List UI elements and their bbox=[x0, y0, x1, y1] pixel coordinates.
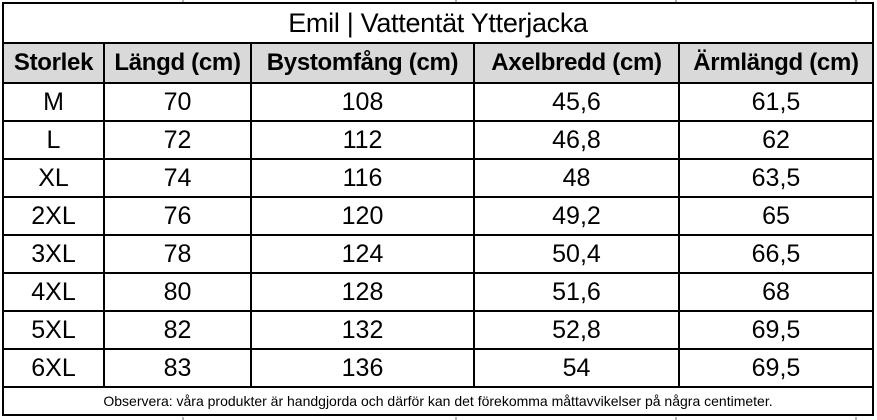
size-cell: L bbox=[2, 120, 105, 160]
measurement-cell: 54 bbox=[473, 348, 680, 388]
table-row: M 70 108 45,6 61,5 bbox=[2, 82, 874, 122]
measurement-cell: 112 bbox=[250, 120, 475, 160]
measurement-cell: 45,6 bbox=[473, 82, 680, 122]
column-header-langd: Längd (cm) bbox=[103, 42, 252, 84]
measurement-cell: 65 bbox=[678, 196, 874, 236]
measurement-cell: 70 bbox=[103, 82, 252, 122]
measurement-cell: 69,5 bbox=[678, 310, 874, 350]
column-header-armlangd: Ärmlängd (cm) bbox=[678, 42, 874, 84]
size-cell: 6XL bbox=[2, 348, 105, 388]
crop-artifact-tick bbox=[675, 417, 677, 420]
column-header-axelbredd: Axelbredd (cm) bbox=[473, 42, 680, 84]
table-title: Emil | Vattentät Ytterjacka bbox=[2, 2, 874, 44]
crop-artifact-tick bbox=[182, 417, 184, 420]
measurement-cell: 68 bbox=[678, 272, 874, 312]
size-cell: XL bbox=[2, 158, 105, 198]
column-header-bystomfang: Bystomfång (cm) bbox=[250, 42, 475, 84]
measurement-cell: 48 bbox=[473, 158, 680, 198]
measurement-cell: 72 bbox=[103, 120, 252, 160]
crop-artifact-tick bbox=[855, 0, 857, 2]
measurement-cell: 120 bbox=[250, 196, 475, 236]
measurement-cell: 124 bbox=[250, 234, 475, 274]
measurement-cell: 69,5 bbox=[678, 348, 874, 388]
measurement-cell: 66,5 bbox=[678, 234, 874, 274]
table-row: XL 74 116 48 63,5 bbox=[2, 158, 874, 198]
measurement-cell: 46,8 bbox=[473, 120, 680, 160]
measurement-cell: 51,6 bbox=[473, 272, 680, 312]
size-cell: 4XL bbox=[2, 272, 105, 312]
size-cell: M bbox=[2, 82, 105, 122]
measurement-cell: 52,8 bbox=[473, 310, 680, 350]
measurement-cell: 116 bbox=[250, 158, 475, 198]
measurement-cell: 62 bbox=[678, 120, 874, 160]
measurement-cell: 132 bbox=[250, 310, 475, 350]
measurement-cell: 83 bbox=[103, 348, 252, 388]
measurement-cell: 82 bbox=[103, 310, 252, 350]
measurement-cell: 74 bbox=[103, 158, 252, 198]
measurement-cell: 76 bbox=[103, 196, 252, 236]
table-row: 3XL 78 124 50,4 66,5 bbox=[2, 234, 874, 274]
column-header-storlek: Storlek bbox=[2, 42, 105, 84]
measurement-cell: 78 bbox=[103, 234, 252, 274]
crop-artifact-tick bbox=[455, 417, 457, 420]
table-row: 4XL 80 128 51,6 68 bbox=[2, 272, 874, 312]
measurement-cell: 136 bbox=[250, 348, 475, 388]
crop-artifact-tick bbox=[675, 0, 677, 2]
table-row: 5XL 82 132 52,8 69,5 bbox=[2, 310, 874, 350]
size-cell: 2XL bbox=[2, 196, 105, 236]
header-row: Storlek Längd (cm) Bystomfång (cm) Axelb… bbox=[2, 42, 874, 84]
size-cell: 5XL bbox=[2, 310, 105, 350]
measurement-cell: 128 bbox=[250, 272, 475, 312]
table-row: 2XL 76 120 49,2 65 bbox=[2, 196, 874, 236]
measurement-cell: 49,2 bbox=[473, 196, 680, 236]
table-body: M 70 108 45,6 61,5 L 72 112 46,8 62 XL 74 116 48 63,5 2… bbox=[2, 82, 874, 388]
footer-row: Observera: våra produkter är handgjorda … bbox=[2, 386, 874, 416]
measurement-cell: 63,5 bbox=[678, 158, 874, 198]
measurement-cell: 61,5 bbox=[678, 82, 874, 122]
table-row: L 72 112 46,8 62 bbox=[2, 120, 874, 160]
crop-artifact-tick bbox=[855, 417, 857, 420]
footer-note: Observera: våra produkter är handgjorda … bbox=[2, 386, 874, 416]
title-row: Emil | Vattentät Ytterjacka bbox=[2, 2, 874, 44]
size-cell: 3XL bbox=[2, 234, 105, 274]
table-row: 6XL 83 136 54 69,5 bbox=[2, 348, 874, 388]
measurement-cell: 50,4 bbox=[473, 234, 680, 274]
measurement-cell: 108 bbox=[250, 82, 475, 122]
crop-artifact-tick bbox=[455, 0, 457, 2]
crop-artifact-tick bbox=[182, 0, 184, 2]
measurement-cell: 80 bbox=[103, 272, 252, 312]
